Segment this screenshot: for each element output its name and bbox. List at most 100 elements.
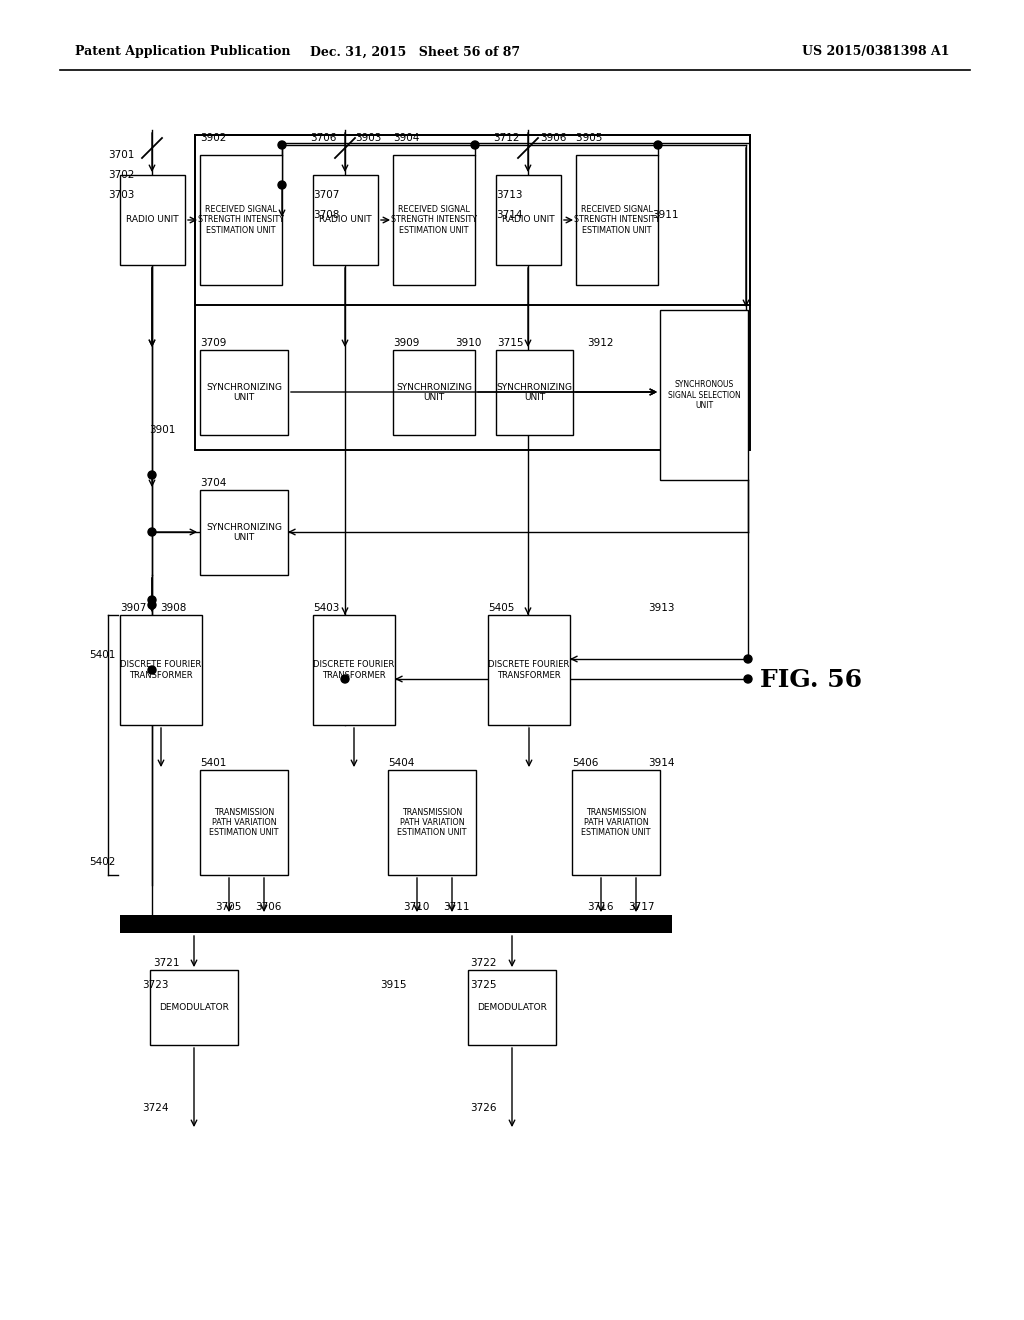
Text: 3913: 3913 — [648, 603, 675, 612]
Text: FIG. 56: FIG. 56 — [760, 668, 862, 692]
Circle shape — [148, 601, 156, 609]
Text: 5401: 5401 — [90, 649, 116, 660]
Bar — [660, 310, 748, 480]
Text: 3915: 3915 — [380, 979, 407, 990]
Text: 3726: 3726 — [470, 1104, 497, 1113]
Text: 3723: 3723 — [142, 979, 169, 990]
Bar — [195, 135, 750, 450]
Bar — [572, 770, 660, 875]
Text: 3905: 3905 — [575, 133, 605, 143]
Text: SYNCHRONIZING
UNIT: SYNCHRONIZING UNIT — [497, 383, 572, 403]
Text: DISCRETE FOURIER
TRANSFORMER: DISCRETE FOURIER TRANSFORMER — [121, 660, 202, 680]
Text: 3716: 3716 — [587, 902, 613, 912]
Bar — [313, 176, 378, 265]
Text: 3714: 3714 — [496, 210, 522, 220]
Text: 3901: 3901 — [150, 425, 176, 436]
Text: 3709: 3709 — [200, 338, 226, 348]
Circle shape — [148, 528, 156, 536]
Bar — [200, 350, 288, 436]
Text: 3717: 3717 — [628, 902, 654, 912]
Text: 3702: 3702 — [108, 170, 134, 180]
Text: 3715: 3715 — [497, 338, 523, 348]
Text: 3914: 3914 — [648, 758, 675, 768]
Bar — [488, 615, 570, 725]
Bar — [195, 135, 750, 305]
Text: 3703: 3703 — [108, 190, 134, 201]
Text: 3704: 3704 — [200, 478, 226, 488]
Text: 5403: 5403 — [313, 603, 339, 612]
Bar — [393, 350, 475, 436]
Text: 3712: 3712 — [493, 133, 519, 143]
Text: 3706: 3706 — [255, 902, 282, 912]
Text: 3707: 3707 — [313, 190, 339, 201]
Text: 3908: 3908 — [160, 603, 186, 612]
Text: 3906: 3906 — [540, 133, 566, 143]
Bar — [200, 154, 282, 285]
Text: Patent Application Publication: Patent Application Publication — [75, 45, 291, 58]
Text: 3912: 3912 — [587, 338, 613, 348]
Bar — [388, 770, 476, 875]
Text: 3909: 3909 — [393, 338, 420, 348]
Text: 3713: 3713 — [496, 190, 522, 201]
Bar — [200, 770, 288, 875]
Text: RECEIVED SIGNAL
STRENGTH INTENSITY
ESTIMATION UNIT: RECEIVED SIGNAL STRENGTH INTENSITY ESTIM… — [391, 205, 477, 235]
Bar — [496, 176, 561, 265]
Bar — [313, 615, 395, 725]
Bar — [468, 970, 556, 1045]
Text: 5401: 5401 — [200, 758, 226, 768]
Text: RECEIVED SIGNAL
STRENGTH INTENSITY
ESTIMATION UNIT: RECEIVED SIGNAL STRENGTH INTENSITY ESTIM… — [574, 205, 660, 235]
Bar — [120, 176, 185, 265]
Text: US 2015/0381398 A1: US 2015/0381398 A1 — [803, 45, 950, 58]
Text: SYNCHRONIZING
UNIT: SYNCHRONIZING UNIT — [206, 383, 282, 403]
Text: SYNCHRONIZING
UNIT: SYNCHRONIZING UNIT — [396, 383, 472, 403]
Circle shape — [744, 655, 752, 663]
Text: DISCRETE FOURIER
TRANSFORMER: DISCRETE FOURIER TRANSFORMER — [313, 660, 394, 680]
Text: DEMODULATOR: DEMODULATOR — [477, 1003, 547, 1012]
Text: 3907: 3907 — [120, 603, 146, 612]
Text: TRANSMISSION
PATH VARIATION
ESTIMATION UNIT: TRANSMISSION PATH VARIATION ESTIMATION U… — [397, 808, 467, 837]
Circle shape — [341, 675, 349, 682]
Bar — [575, 154, 658, 285]
Text: DEMODULATOR: DEMODULATOR — [159, 1003, 229, 1012]
Text: 3903: 3903 — [355, 133, 381, 143]
Circle shape — [744, 675, 752, 682]
Text: 3721: 3721 — [153, 958, 179, 968]
Circle shape — [278, 181, 286, 189]
Text: 5405: 5405 — [488, 603, 514, 612]
Bar — [496, 350, 573, 436]
Text: RECEIVED SIGNAL
STRENGTH INTENSITY
ESTIMATION UNIT: RECEIVED SIGNAL STRENGTH INTENSITY ESTIM… — [198, 205, 284, 235]
Text: 3710: 3710 — [403, 902, 429, 912]
Bar — [150, 970, 238, 1045]
Bar — [200, 490, 288, 576]
Text: 3705: 3705 — [215, 902, 242, 912]
Circle shape — [278, 141, 286, 149]
Circle shape — [148, 471, 156, 479]
Text: TRANSMISSION
PATH VARIATION
ESTIMATION UNIT: TRANSMISSION PATH VARIATION ESTIMATION U… — [209, 808, 279, 837]
Text: 3724: 3724 — [142, 1104, 169, 1113]
Text: 5404: 5404 — [388, 758, 415, 768]
Text: SYNCHRONIZING
UNIT: SYNCHRONIZING UNIT — [206, 523, 282, 543]
Circle shape — [471, 141, 479, 149]
Text: 3708: 3708 — [313, 210, 339, 220]
Text: Dec. 31, 2015 Sheet 56 of 87: Dec. 31, 2015 Sheet 56 of 87 — [310, 45, 520, 58]
Bar — [393, 154, 475, 285]
Text: TRANSMISSION
PATH VARIATION
ESTIMATION UNIT: TRANSMISSION PATH VARIATION ESTIMATION U… — [582, 808, 650, 837]
Text: DISCRETE FOURIER
TRANSFORMER: DISCRETE FOURIER TRANSFORMER — [488, 660, 569, 680]
Text: 3725: 3725 — [470, 979, 497, 990]
Text: RADIO UNIT: RADIO UNIT — [319, 215, 372, 224]
Text: RADIO UNIT: RADIO UNIT — [126, 215, 179, 224]
Text: 3722: 3722 — [470, 958, 497, 968]
Text: 3706: 3706 — [310, 133, 336, 143]
Text: RADIO UNIT: RADIO UNIT — [502, 215, 555, 224]
Text: 3910: 3910 — [455, 338, 481, 348]
Text: 3701: 3701 — [108, 150, 134, 160]
Text: SYNCHRONOUS
SIGNAL SELECTION
UNIT: SYNCHRONOUS SIGNAL SELECTION UNIT — [668, 380, 740, 411]
Text: 5406: 5406 — [572, 758, 598, 768]
Text: 3904: 3904 — [393, 133, 420, 143]
Text: 3911: 3911 — [652, 210, 679, 220]
Text: 3711: 3711 — [443, 902, 469, 912]
Bar — [120, 615, 202, 725]
Text: 5402: 5402 — [90, 857, 116, 867]
Bar — [120, 915, 672, 933]
Circle shape — [654, 141, 662, 149]
